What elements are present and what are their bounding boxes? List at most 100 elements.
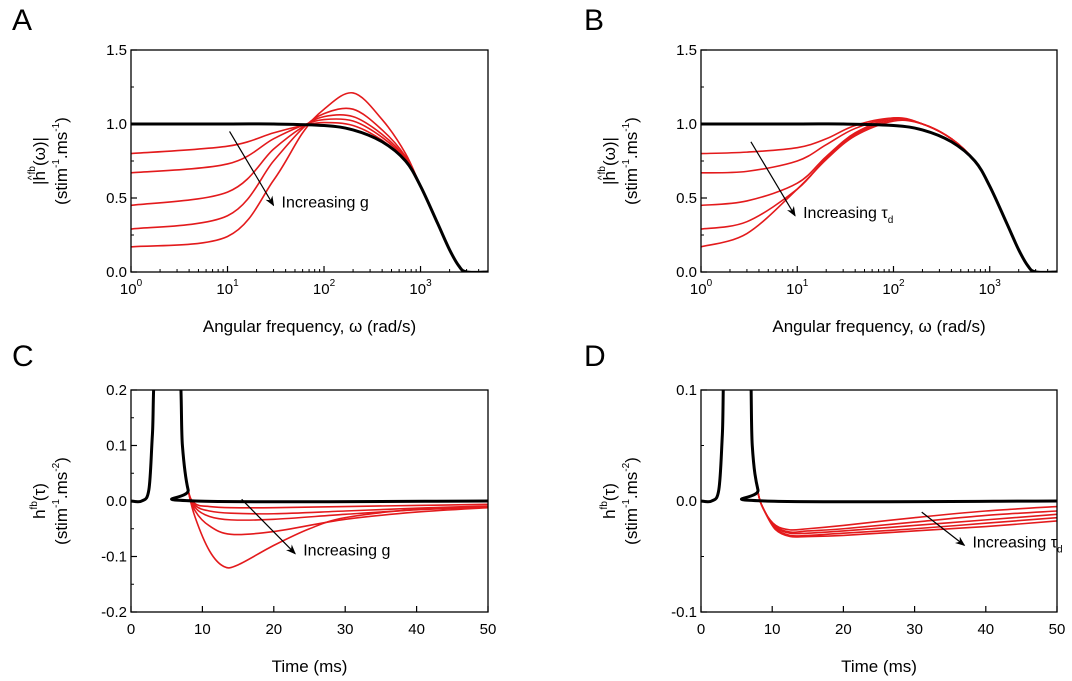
tick-base: 10 (882, 281, 899, 298)
y-axis-label-line2: (stim-1.ms-1) (621, 117, 641, 205)
ylab2-sup1: -1 (621, 499, 632, 508)
ylab-sup: fb (599, 501, 610, 510)
ylab2-mid: .ms (622, 132, 641, 159)
panel-d: D 0 10 20 30 40 50 -0.1 0.0 0.1 Time (ms) hfb(τ)(st… (584, 340, 1066, 676)
x-tick-label: 0 (127, 621, 135, 638)
ylab-sup: fb (29, 501, 40, 510)
ylab2-pre: (stim (52, 168, 71, 205)
tick-exponent: 3 (995, 278, 1001, 289)
x-tick-label: 30 (906, 621, 923, 638)
ylab2-post: ) (52, 457, 71, 463)
x-tick-label: 10 (764, 621, 781, 638)
series-line-5 (701, 390, 1057, 538)
x-tick-label: 100 (120, 278, 143, 298)
x-axis-label: Angular frequency, ω (rad/s) (203, 317, 416, 336)
x-tick-label: 101 (786, 278, 809, 298)
x-tick-label: 101 (216, 278, 239, 298)
series-line-2 (701, 117, 1057, 272)
annotation-text: Increasing τd (972, 534, 1062, 555)
series-line-2 (131, 390, 488, 515)
y-tick-label: 0.2 (106, 382, 127, 399)
ylab2-mid: .ms (622, 472, 641, 499)
y-tick-label: 0.5 (106, 190, 127, 207)
ylab2-sup2: -1 (621, 122, 632, 131)
series-line-4 (701, 118, 1057, 272)
ylab2-sup1: -1 (51, 159, 62, 168)
tick-exponent: 2 (899, 278, 905, 289)
ylab-sup: fb (27, 166, 38, 175)
baseline-line (131, 122, 488, 272)
annotation-arrow (921, 511, 966, 547)
tick-exponent: 0 (137, 278, 143, 289)
ylab2-mid: .ms (52, 472, 71, 499)
y-axis-label-line2: (stim-1.ms-2) (51, 457, 71, 545)
series-line-1 (701, 117, 1057, 272)
y-axis-label-line1: |h^fb(ω)| (597, 137, 619, 185)
y-tick-label: 0.5 (676, 190, 697, 207)
ylab2-pre: (stim (622, 168, 641, 205)
y-tick-label: 0.1 (676, 382, 697, 399)
tick-base: 10 (690, 281, 707, 298)
x-tick-label: 0 (697, 621, 705, 638)
panel-c: C 0 10 20 30 40 50 -0.2 -0.1 0.0 0.1 0.2 Time (ms) hf… (12, 340, 496, 676)
y-axis-label-line2: (stim-1.ms-2) (621, 457, 641, 545)
annotation-text: Increasing τd (803, 205, 893, 226)
baseline-line (701, 390, 1057, 504)
annotation-main: Increasing g (282, 194, 369, 211)
x-tick-label: 10 (194, 621, 211, 638)
ylab2-sup1: -1 (621, 159, 632, 168)
annotation-main: Increasing τ (972, 534, 1057, 551)
ylab-post: (ω)| (30, 137, 49, 166)
tick-base: 10 (120, 281, 137, 298)
ylab2-sup2: -2 (51, 462, 62, 471)
annotation-sub: d (1057, 544, 1063, 555)
x-axis-label: Angular frequency, ω (rad/s) (772, 317, 985, 336)
y-tick-label: 0.0 (676, 493, 697, 510)
ylab-pre: h (600, 509, 619, 518)
baseline-line (701, 122, 1057, 272)
y-tick-label: 1.5 (106, 42, 127, 59)
y-axis-label-line2: (stim-1.ms-1) (51, 117, 71, 205)
annotation-text: Increasing g (303, 543, 390, 560)
series-line-1 (131, 390, 488, 509)
annotation-main: Increasing g (303, 543, 390, 560)
panel-letter: D (584, 340, 606, 373)
axes-frame (130, 49, 489, 273)
y-tick-label: 0.1 (106, 438, 127, 455)
series-line-3 (701, 116, 1057, 272)
ylab-post: (τ) (30, 483, 49, 501)
ylab-post: (τ) (600, 483, 619, 501)
x-axis-label: Time (ms) (272, 657, 348, 676)
tick-base: 10 (313, 281, 330, 298)
ylab-hat: ^ (27, 175, 38, 180)
tick-base: 10 (979, 281, 996, 298)
x-tick-label: 103 (409, 278, 432, 298)
series-line-4 (131, 107, 488, 272)
ylab2-sup1: -1 (51, 499, 62, 508)
tick-base: 10 (409, 281, 426, 298)
x-tick-label: 20 (265, 621, 282, 638)
series-line-1 (701, 390, 1057, 531)
ylab2-sup2: -1 (51, 122, 62, 131)
axes-frame (700, 49, 1058, 273)
tick-exponent: 1 (233, 278, 239, 289)
x-tick-label: 50 (1049, 621, 1066, 638)
plot-area (131, 92, 488, 272)
plot-area (701, 116, 1057, 272)
ylab2-post: ) (622, 457, 641, 463)
x-tick-label: 20 (835, 621, 852, 638)
tick-base: 10 (216, 281, 233, 298)
y-axis-label-line1: |h^fb(ω)| (27, 137, 49, 185)
annotation-text: Increasing g (282, 194, 369, 211)
y-tick-label: 0.0 (106, 264, 127, 281)
y-axis-label-line1: hfb(τ) (599, 483, 619, 519)
annotation-main: Increasing τ (803, 205, 888, 222)
y-axis-label-line1: hfb(τ) (29, 483, 49, 519)
baseline-line (131, 390, 488, 504)
y-tick-label: 1.5 (676, 42, 697, 59)
series-line-5 (131, 92, 488, 272)
ylab-sup: fb (597, 166, 608, 175)
ylab-pre: h (30, 509, 49, 518)
